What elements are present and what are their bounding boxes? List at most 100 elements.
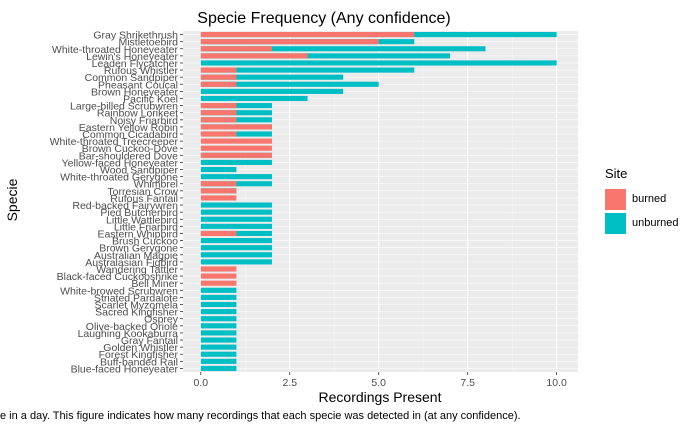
- y-tick-label: Australasian Figbird: [85, 257, 178, 269]
- bar-unburned: [200, 67, 415, 73]
- bar-burned: [200, 230, 237, 237]
- bar-unburned: [200, 238, 272, 244]
- legend-label-unburned: unburned: [632, 217, 679, 229]
- y-tick-label: Bar-shouldered Dove: [79, 150, 178, 162]
- bar-burned: [200, 152, 272, 158]
- x-axis-ticks: 0.0 2.5 5.0 7.5 10.0: [193, 372, 567, 389]
- y-tick-label: Brush Cuckoo: [112, 236, 178, 248]
- bar-unburned: [200, 174, 272, 180]
- y-tick-label: Mistletoebird: [118, 37, 178, 49]
- bar-unburned: [200, 337, 237, 343]
- bar-unburned: [200, 60, 557, 66]
- bar-unburned: [200, 216, 272, 222]
- y-tick-label: Eastern Yellow Robin: [79, 122, 178, 134]
- y-tick-label: Little Wattlebird: [106, 214, 178, 226]
- y-tick-label: Rufous Fantail: [110, 193, 178, 205]
- y-tick-label: Lewin's Honeyeater: [86, 51, 178, 63]
- y-tick-label: Rufous Whistler: [104, 65, 179, 77]
- y-tick-label: Scarlet Myzomela: [95, 300, 179, 312]
- legend-item-unburned: unburned: [605, 211, 679, 235]
- bar-unburned: [200, 166, 237, 173]
- y-tick-label: Torresian Crow: [107, 186, 178, 198]
- legend-label-burned: burned: [632, 193, 667, 205]
- x-tick-label: 7.5: [460, 377, 475, 389]
- y-tick-label: White-throated Honeyeater: [52, 44, 179, 56]
- bar-burned: [200, 53, 308, 59]
- bar-unburned: [200, 259, 272, 265]
- bar-unburned: [200, 287, 237, 293]
- y-tick-label: Red-backed Fairywren: [72, 200, 178, 212]
- y-tick-label: Brown Honeyeater: [91, 86, 178, 98]
- bar-burned: [200, 31, 415, 38]
- bar-burned: [200, 145, 272, 151]
- bar-burned: [200, 67, 237, 73]
- bar-unburned: [200, 358, 237, 364]
- y-tick-label: Australian Magpie: [94, 250, 178, 262]
- bar-unburned: [200, 159, 272, 165]
- x-axis-label: Recordings Present: [319, 389, 442, 405]
- legend-title: Site: [605, 166, 628, 181]
- y-tick-label: Large-billed Scrubwren: [70, 101, 178, 113]
- y-axis-ticks: Gray ShrikethrushMistletoebirdWhite-thro…: [50, 30, 183, 375]
- y-tick-label: Wandering Tattler: [96, 264, 178, 276]
- bar-unburned: [200, 252, 272, 258]
- bar-unburned: [200, 53, 450, 59]
- bar-burned: [200, 74, 237, 80]
- y-tick-label: Pheasant Coucal: [98, 79, 178, 91]
- bar-burned: [200, 188, 237, 194]
- chart-title: Specie Frequency (Any confidence): [197, 10, 450, 27]
- y-tick-label: Gray Shrikethrush: [93, 30, 178, 42]
- bar-unburned: [200, 344, 237, 350]
- y-tick-label: Pacific Koel: [123, 93, 178, 105]
- bar-unburned: [200, 74, 344, 80]
- bar-unburned: [200, 330, 237, 336]
- y-tick-label: Laughing Kookaburra: [78, 328, 179, 340]
- x-tick-label: 2.5: [282, 377, 297, 389]
- bar-unburned: [200, 202, 272, 208]
- y-tick-label: Gray Fantail: [121, 335, 178, 347]
- y-axis-label: Specie: [4, 178, 20, 221]
- bar-unburned: [200, 309, 237, 315]
- bar-burned: [200, 124, 272, 130]
- y-tick-label: White-throated Treecreeper: [50, 136, 179, 148]
- bar-burned: [200, 103, 237, 109]
- bar-unburned: [200, 301, 237, 308]
- y-tick-label: White-throated Gerygone: [60, 172, 178, 184]
- bar-unburned: [200, 316, 237, 322]
- bar-unburned: [200, 81, 379, 87]
- bar-unburned: [200, 95, 308, 102]
- bar-burned: [200, 273, 237, 279]
- bar-burned: [200, 138, 272, 144]
- y-tick-label: Little Friarbird: [114, 221, 178, 233]
- legend-key-burned: [605, 188, 626, 210]
- legend-key-unburned: [605, 212, 626, 234]
- bar-burned: [200, 266, 237, 272]
- bar-burned: [200, 195, 237, 201]
- y-tick-label: Whimbrel: [134, 179, 178, 191]
- y-tick-label: Osprey: [144, 314, 179, 326]
- bar-burned: [200, 39, 379, 45]
- y-tick-label: Buff-banded Rail: [100, 356, 178, 368]
- bar-unburned: [200, 351, 237, 357]
- y-tick-label: Brown Cuckoo-Dove: [82, 143, 178, 155]
- y-tick-label: White-browed Scrubwren: [60, 285, 178, 297]
- legend-item-burned: burned: [605, 187, 679, 211]
- y-tick-label: Striated Pardalote: [94, 292, 178, 304]
- x-tick-label: 0.0: [193, 377, 208, 389]
- bar-unburned: [200, 209, 272, 215]
- y-tick-label: Yellow-faced Honeyeater: [62, 157, 179, 169]
- y-tick-label: Forest Kingfisher: [99, 349, 179, 361]
- bar-unburned: [200, 365, 237, 372]
- y-tick-label: Common Sandpiper: [85, 72, 179, 84]
- bar-unburned: [200, 323, 237, 329]
- bars: [200, 31, 557, 372]
- bar-unburned: [200, 294, 237, 300]
- bar-burned: [200, 117, 237, 123]
- y-tick-label: Olive-backed Oriole: [86, 321, 178, 333]
- y-tick-label: Leaden Flycatcher: [92, 58, 179, 70]
- y-tick-label: Blue-faced Honeyeater: [71, 363, 179, 375]
- y-tick-label: Pied Butcherbird: [100, 207, 178, 219]
- bar-burned: [200, 280, 237, 286]
- bar-burned: [200, 181, 237, 187]
